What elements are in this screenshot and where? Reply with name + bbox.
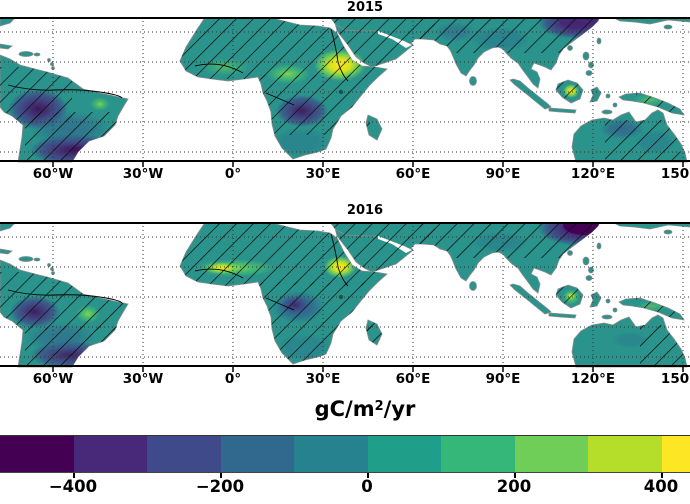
colorbar bbox=[0, 435, 690, 475]
xtick-label: 120°E bbox=[570, 371, 616, 387]
colorbar-segment bbox=[73, 436, 147, 472]
x-axis-labels-2015: 60°W 30°W 0° 30°E 60°E 90°E 120°E 150°E bbox=[0, 166, 690, 188]
colorbar-segment bbox=[0, 436, 74, 472]
xtick-label: 60°W bbox=[32, 166, 74, 182]
colorbar-tick bbox=[661, 473, 663, 478]
gridlines bbox=[0, 222, 690, 367]
colorbar-segment bbox=[147, 436, 221, 472]
xtick-label: 30°W bbox=[122, 371, 164, 387]
colorbar-segment bbox=[661, 436, 690, 472]
xtick-label: 30°W bbox=[122, 166, 164, 182]
colorbar-tick-label: −200 bbox=[195, 477, 245, 496]
xtick-label: 90°E bbox=[485, 371, 521, 387]
xtick-label: 60°E bbox=[395, 166, 431, 182]
x-axis-ticks bbox=[52, 367, 684, 372]
x-axis-ticks bbox=[52, 162, 684, 167]
colorbar-tick bbox=[220, 473, 222, 478]
colorbar-tick bbox=[514, 473, 516, 478]
map-panel-2015 bbox=[0, 17, 690, 167]
map-panel-2016 bbox=[0, 222, 690, 372]
xtick-label: 0° bbox=[224, 371, 242, 387]
xtick-label: 60°E bbox=[395, 371, 431, 387]
panel-title-2015: 2015 bbox=[346, 0, 384, 15]
colorbar-segment bbox=[367, 436, 441, 472]
colorbar-segment bbox=[294, 436, 368, 472]
gridlines bbox=[0, 17, 690, 162]
colorbar-tick-label: 0 bbox=[361, 477, 373, 496]
panel-title-2016: 2016 bbox=[346, 203, 384, 218]
colorbar-segments bbox=[0, 435, 690, 473]
colorbar-unit-label: gC/m2/yr bbox=[314, 397, 416, 421]
xtick-label: 30°E bbox=[305, 371, 341, 387]
colorbar-tick bbox=[367, 473, 369, 478]
xtick-label: 150°E bbox=[660, 371, 690, 387]
colorbar-tick-label: 400 bbox=[643, 477, 679, 496]
xtick-label: 60°W bbox=[32, 371, 74, 387]
colorbar-segment bbox=[441, 436, 515, 472]
xtick-label: 90°E bbox=[485, 166, 521, 182]
colorbar-tick-label: −400 bbox=[48, 477, 98, 496]
xtick-label: 0° bbox=[224, 166, 242, 182]
xtick-label: 30°E bbox=[305, 166, 341, 182]
colorbar-segment bbox=[220, 436, 294, 472]
x-axis-labels-2016: 60°W 30°W 0° 30°E 60°E 90°E 120°E 150°E bbox=[0, 371, 690, 393]
colorbar-tick bbox=[73, 473, 75, 478]
xtick-label: 150°E bbox=[660, 166, 690, 182]
colorbar-tick-label: 200 bbox=[496, 477, 532, 496]
xtick-label: 120°E bbox=[570, 166, 616, 182]
colorbar-segment bbox=[514, 436, 588, 472]
colorbar-segment bbox=[588, 436, 662, 472]
hatching-2015 bbox=[0, 17, 686, 162]
